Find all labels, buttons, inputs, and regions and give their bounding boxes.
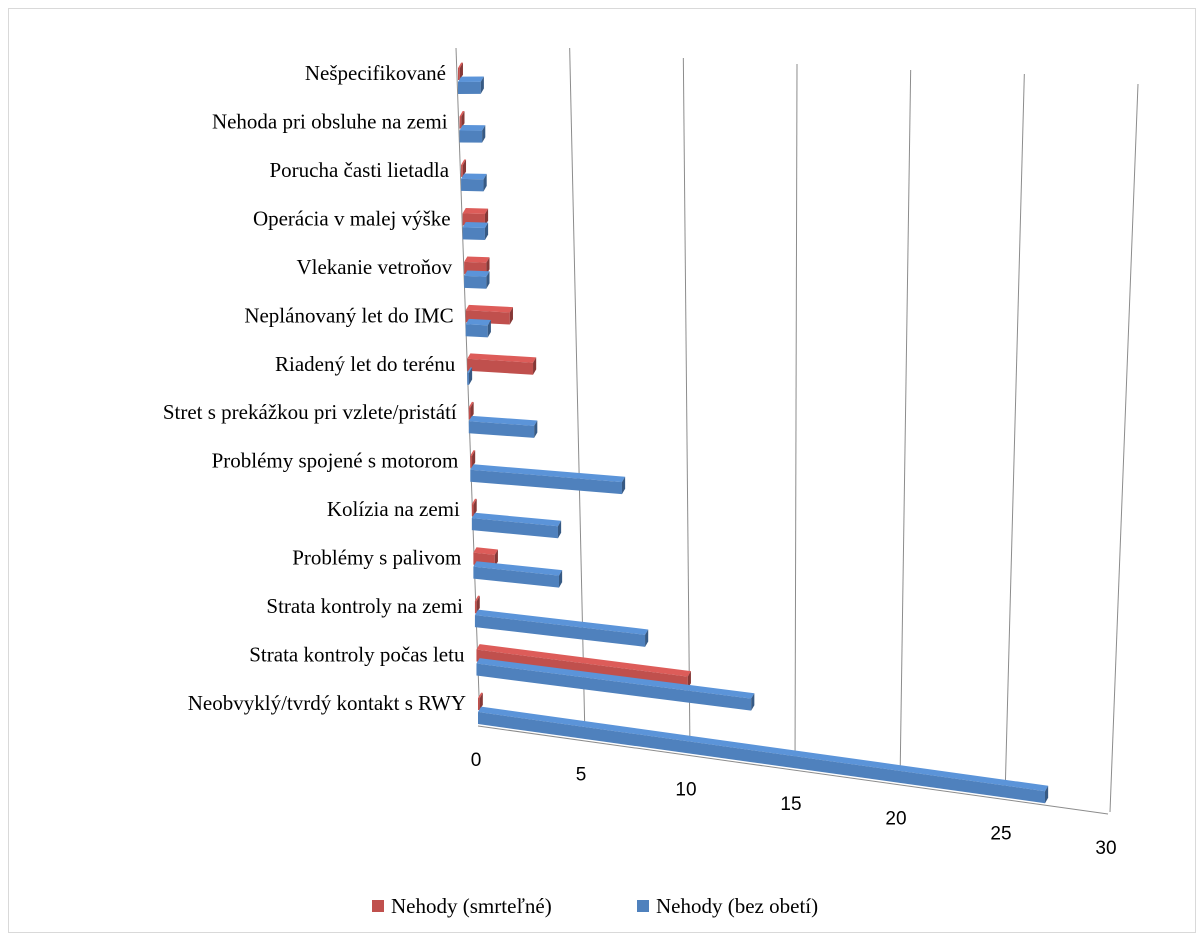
x-tick-label: 5	[576, 765, 587, 786]
legend-swatch-nonfatal	[637, 900, 649, 912]
bar-fatal	[478, 692, 483, 711]
bars-layer	[458, 62, 1049, 804]
category-label: Riadený let do terénu	[275, 352, 456, 376]
category-label: Neplánovaný let do IMC	[244, 303, 453, 327]
bar-nonfatal	[470, 464, 626, 495]
x-tick-label: 20	[885, 809, 906, 830]
bar-fatal	[474, 595, 480, 614]
axis-floor-line	[477, 725, 1109, 815]
bar-nonfatal	[476, 658, 755, 711]
category-label: Problémy s palivom	[292, 546, 461, 570]
x-axis-tick-labels: 0 5 10 15 20 25 30	[471, 750, 1117, 859]
bar-fatal	[461, 159, 467, 177]
x-tick-label: 10	[675, 779, 696, 800]
x-tick-label: 0	[471, 750, 482, 771]
category-label: Porucha časti lietadla	[269, 158, 449, 182]
legend: Nehody (smrteľné) Nehody (bez obetí)	[372, 894, 818, 918]
category-label: Stret s prekážkou pri vzlete/pristátí	[163, 400, 457, 424]
bar-nonfatal	[465, 318, 491, 338]
gridline	[1004, 73, 1025, 798]
category-labels: Neobvyklý/tvrdý kontakt s RWY Strata kont…	[163, 61, 466, 715]
x-tick-label: 25	[990, 823, 1011, 844]
category-label: Vlekanie vetroňov	[296, 255, 452, 279]
category-label: Neobvyklý/tvrdý kontakt s RWY	[188, 691, 466, 715]
bar-nonfatal	[473, 561, 563, 588]
legend-label-fatal: Nehody (smrteľné)	[391, 894, 552, 918]
bar-nonfatal	[471, 512, 562, 539]
gridline	[682, 57, 691, 754]
category-label: Strata kontroly na zemi	[266, 594, 463, 618]
category-label: Strata kontroly počas letu	[249, 643, 465, 667]
bar-fatal	[467, 353, 537, 375]
x-tick-label: 15	[780, 794, 801, 815]
bar-fatal	[465, 304, 513, 325]
bar-fatal	[468, 401, 474, 420]
bar-fatal	[470, 450, 476, 468]
chart-frame	[8, 8, 1196, 933]
bar-nonfatal	[474, 609, 649, 647]
category-label: Operácia v malej výške	[253, 206, 451, 230]
gridline	[794, 63, 798, 769]
bar-nonfatal	[459, 125, 486, 143]
bar-nonfatal	[464, 270, 490, 289]
gridline	[1109, 83, 1139, 813]
category-label: Problémy spojené s motorom	[212, 449, 459, 473]
bar-nonfatal	[468, 415, 538, 438]
bar-nonfatal	[461, 173, 487, 192]
grid-layer	[455, 47, 1139, 815]
bar-nonfatal	[462, 221, 489, 241]
x-tick-label: 30	[1095, 838, 1116, 859]
bar-nonfatal	[478, 706, 1049, 804]
legend-label-nonfatal: Nehody (bez obetí)	[656, 894, 818, 918]
category-label: Nehoda pri obsluhe na zemi	[212, 109, 448, 133]
bar-fatal	[471, 498, 477, 517]
gridline	[899, 69, 912, 783]
category-label: Nešpecifikované	[305, 61, 446, 85]
bar-nonfatal	[467, 367, 473, 385]
category-label: Kolízia na zemi	[327, 497, 460, 521]
bar-fatal	[458, 62, 463, 80]
bar-fatal	[459, 111, 465, 129]
legend-swatch-fatal	[372, 900, 384, 912]
bar-nonfatal	[458, 76, 484, 94]
